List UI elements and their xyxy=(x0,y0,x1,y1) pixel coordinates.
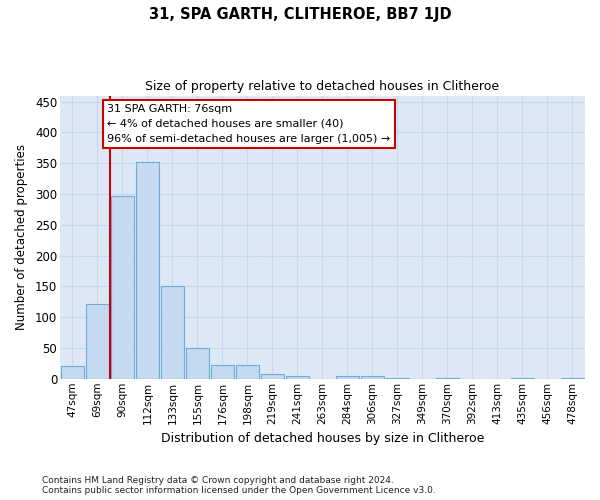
Bar xyxy=(335,376,359,379)
Bar xyxy=(436,378,460,379)
Bar xyxy=(86,304,109,379)
Bar xyxy=(511,378,535,379)
Bar xyxy=(211,365,235,379)
X-axis label: Distribution of detached houses by size in Clitheroe: Distribution of detached houses by size … xyxy=(161,432,484,445)
Bar xyxy=(161,286,184,379)
Title: Size of property relative to detached houses in Clitheroe: Size of property relative to detached ho… xyxy=(145,80,500,93)
Bar xyxy=(236,365,259,379)
Text: Contains HM Land Registry data © Crown copyright and database right 2024.
Contai: Contains HM Land Registry data © Crown c… xyxy=(42,476,436,495)
Bar xyxy=(61,366,85,379)
Bar xyxy=(185,348,209,379)
Text: 31 SPA GARTH: 76sqm
← 4% of detached houses are smaller (40)
96% of semi-detache: 31 SPA GARTH: 76sqm ← 4% of detached hou… xyxy=(107,104,391,144)
Y-axis label: Number of detached properties: Number of detached properties xyxy=(15,144,28,330)
Bar xyxy=(260,374,284,379)
Bar xyxy=(136,162,160,379)
Bar xyxy=(361,376,385,379)
Bar xyxy=(386,378,409,379)
Text: 31, SPA GARTH, CLITHEROE, BB7 1JD: 31, SPA GARTH, CLITHEROE, BB7 1JD xyxy=(149,8,451,22)
Bar xyxy=(110,196,134,379)
Bar xyxy=(560,378,584,379)
Bar xyxy=(286,376,310,379)
